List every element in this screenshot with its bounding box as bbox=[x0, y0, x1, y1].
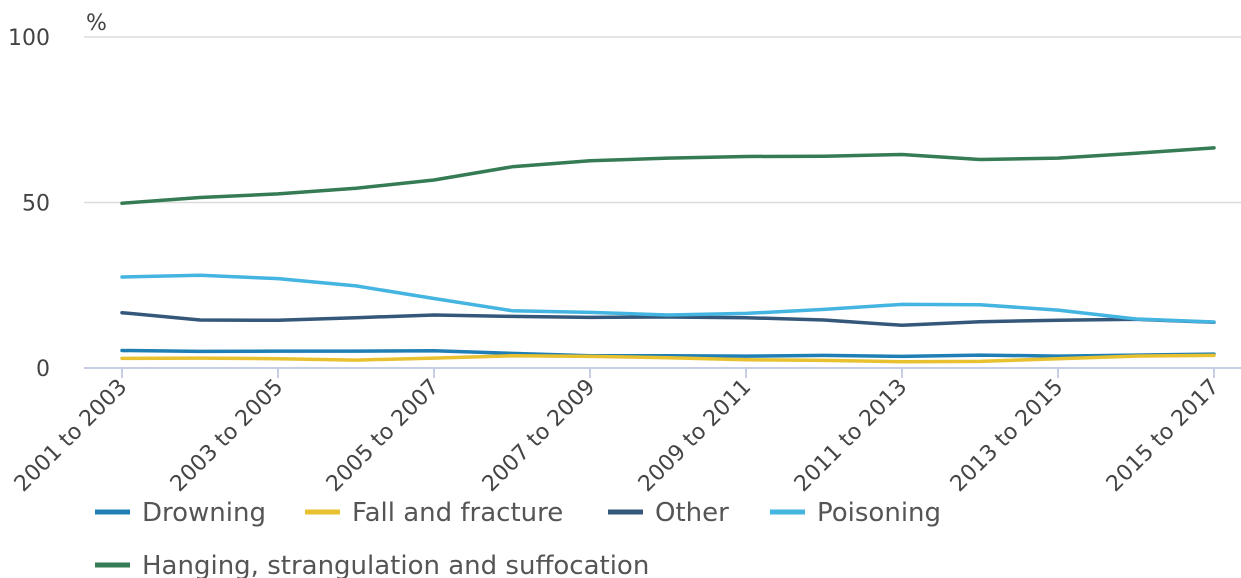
series-line-3 bbox=[120, 273, 1216, 324]
x-tick-label: 2009 to 2011 bbox=[634, 375, 756, 497]
x-tick-label: 2007 to 2009 bbox=[478, 375, 600, 497]
legend-label: Hanging, strangulation and suffocation bbox=[142, 551, 649, 578]
series-line-2 bbox=[120, 310, 1216, 328]
y-axis-unit-label: % bbox=[86, 11, 107, 36]
y-axis-ticks: 0 50 100 bbox=[8, 26, 50, 382]
y-tick-label: 100 bbox=[8, 26, 50, 51]
y-tick-label: 50 bbox=[22, 192, 50, 217]
series-line-1 bbox=[120, 353, 1216, 364]
legend-label: Poisoning bbox=[817, 498, 941, 528]
legend-label: Other bbox=[655, 498, 729, 528]
legend: Drowning Fall and fracture Other Poisoning H… bbox=[95, 498, 941, 578]
x-tick-label: 2011 to 2013 bbox=[790, 375, 912, 497]
legend-label: Drowning bbox=[142, 498, 266, 528]
x-tick-label: 2003 to 2005 bbox=[166, 375, 288, 497]
x-tick-label: 2005 to 2007 bbox=[322, 375, 444, 497]
gridlines bbox=[84, 36, 1241, 204]
legend-label: Fall and fracture bbox=[352, 498, 563, 528]
y-tick-label: 0 bbox=[36, 357, 50, 382]
series-line-0 bbox=[120, 348, 1216, 359]
x-axis-ticks: 2001 to 2003 2003 to 2005 2005 to 2007 2007… bbox=[10, 368, 1224, 497]
x-tick-label: 2015 to 2017 bbox=[1102, 375, 1224, 497]
series-line-4 bbox=[120, 146, 1216, 205]
series-lines bbox=[120, 146, 1216, 364]
x-tick-label: 2013 to 2015 bbox=[946, 375, 1068, 497]
x-tick-label: 2001 to 2003 bbox=[10, 375, 132, 497]
